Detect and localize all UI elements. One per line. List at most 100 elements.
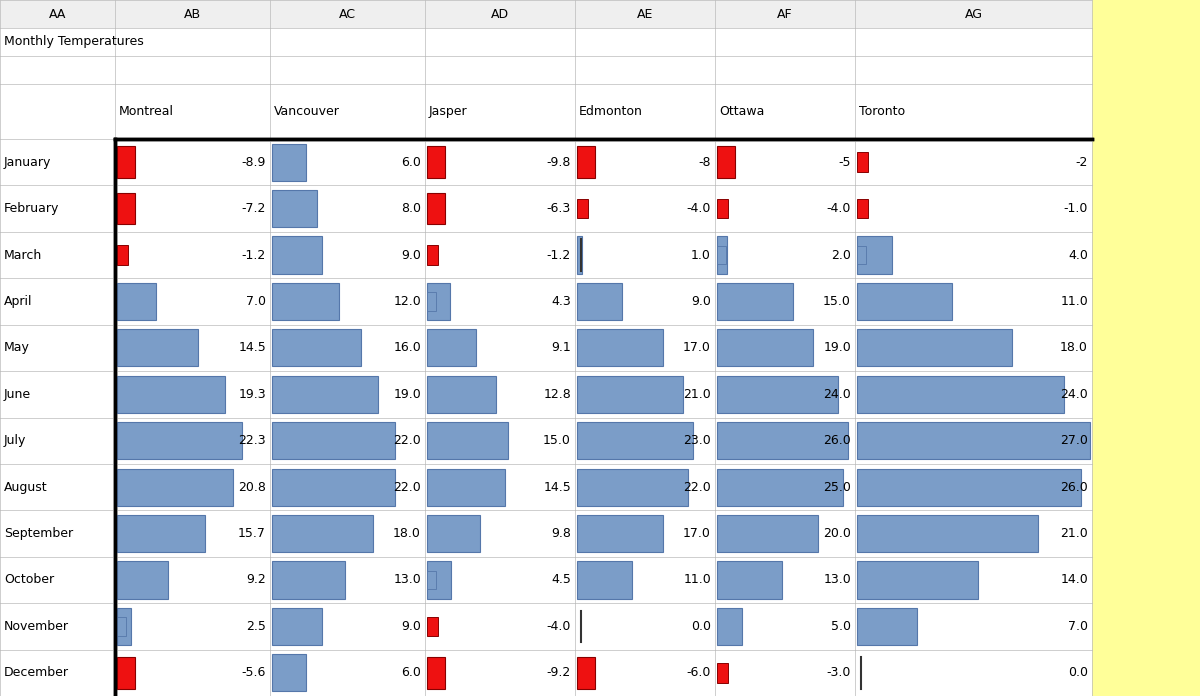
Text: 22.0: 22.0 bbox=[394, 434, 421, 448]
Bar bbox=[857, 515, 1038, 552]
Bar bbox=[0, 418, 115, 464]
Bar bbox=[854, 649, 1092, 696]
Text: Vancouver: Vancouver bbox=[274, 105, 340, 118]
Bar bbox=[115, 84, 270, 139]
Text: 27.0: 27.0 bbox=[1060, 434, 1088, 448]
Text: AC: AC bbox=[340, 8, 356, 20]
Bar bbox=[427, 422, 508, 459]
Bar bbox=[270, 56, 425, 84]
Bar bbox=[718, 199, 728, 219]
Text: 8.0: 8.0 bbox=[401, 202, 421, 215]
Text: 14.0: 14.0 bbox=[1061, 574, 1088, 587]
Bar bbox=[115, 185, 270, 232]
Bar bbox=[115, 510, 270, 557]
Text: 0.0: 0.0 bbox=[1068, 666, 1088, 679]
Bar bbox=[715, 278, 854, 324]
Bar bbox=[427, 657, 445, 688]
Bar bbox=[577, 329, 662, 366]
Text: 22.3: 22.3 bbox=[239, 434, 266, 448]
Bar bbox=[577, 468, 688, 506]
Text: 23.0: 23.0 bbox=[683, 434, 710, 448]
Bar bbox=[854, 0, 1092, 696]
Bar bbox=[715, 649, 854, 696]
Text: 26.0: 26.0 bbox=[823, 434, 851, 448]
Bar bbox=[270, 371, 425, 418]
Text: 20.8: 20.8 bbox=[238, 481, 266, 493]
Bar bbox=[425, 557, 575, 603]
Text: -6.0: -6.0 bbox=[686, 666, 710, 679]
Bar bbox=[718, 422, 848, 459]
Bar bbox=[118, 468, 233, 506]
Bar bbox=[118, 283, 156, 320]
Bar bbox=[715, 28, 854, 56]
Bar bbox=[427, 292, 437, 310]
Bar bbox=[272, 237, 323, 274]
Bar bbox=[425, 510, 575, 557]
Bar bbox=[0, 232, 115, 278]
Bar bbox=[0, 557, 115, 603]
Text: -9.8: -9.8 bbox=[547, 156, 571, 168]
Bar bbox=[115, 232, 270, 278]
Bar bbox=[718, 515, 817, 552]
Text: 2.0: 2.0 bbox=[832, 248, 851, 262]
Bar bbox=[427, 245, 438, 264]
Bar bbox=[270, 139, 425, 185]
Bar bbox=[0, 603, 115, 649]
Bar bbox=[575, 371, 715, 418]
Bar bbox=[575, 418, 715, 464]
Bar bbox=[270, 418, 425, 464]
Text: 12.8: 12.8 bbox=[544, 388, 571, 401]
Bar bbox=[854, 232, 1092, 278]
Text: 26.0: 26.0 bbox=[1061, 481, 1088, 493]
Bar bbox=[718, 237, 727, 274]
Text: 9.0: 9.0 bbox=[691, 295, 710, 308]
Text: 6.0: 6.0 bbox=[401, 156, 421, 168]
Bar bbox=[854, 510, 1092, 557]
Bar bbox=[857, 199, 868, 219]
Bar bbox=[718, 663, 728, 683]
Text: -2: -2 bbox=[1075, 156, 1088, 168]
Text: -8.9: -8.9 bbox=[241, 156, 266, 168]
Bar bbox=[427, 468, 505, 506]
Bar bbox=[0, 278, 115, 324]
Bar bbox=[270, 510, 425, 557]
Bar bbox=[115, 0, 270, 696]
Bar bbox=[118, 146, 134, 178]
Text: 14.5: 14.5 bbox=[239, 341, 266, 354]
Bar bbox=[425, 278, 575, 324]
Bar bbox=[115, 139, 270, 185]
Bar bbox=[715, 371, 854, 418]
Text: 15.0: 15.0 bbox=[544, 434, 571, 448]
Text: AE: AE bbox=[637, 8, 653, 20]
Text: Toronto: Toronto bbox=[859, 105, 905, 118]
Text: 9.0: 9.0 bbox=[401, 620, 421, 633]
Text: May: May bbox=[4, 341, 30, 354]
Bar bbox=[575, 649, 715, 696]
Bar bbox=[577, 237, 582, 274]
Bar bbox=[0, 649, 115, 696]
Bar bbox=[425, 0, 575, 28]
Bar bbox=[115, 28, 270, 56]
Text: 4.5: 4.5 bbox=[551, 574, 571, 587]
Bar bbox=[575, 0, 715, 28]
Bar bbox=[857, 152, 868, 172]
Bar bbox=[854, 0, 1092, 28]
Bar bbox=[854, 603, 1092, 649]
Bar bbox=[854, 464, 1092, 510]
Bar bbox=[715, 56, 854, 84]
Bar bbox=[425, 464, 575, 510]
Text: -4.0: -4.0 bbox=[827, 202, 851, 215]
Bar bbox=[272, 143, 306, 181]
Bar bbox=[115, 649, 270, 696]
Bar bbox=[715, 510, 854, 557]
Bar bbox=[715, 464, 854, 510]
Text: November: November bbox=[4, 620, 70, 633]
Bar bbox=[577, 422, 692, 459]
Text: 5.0: 5.0 bbox=[830, 620, 851, 633]
Text: 25.0: 25.0 bbox=[823, 481, 851, 493]
Bar bbox=[425, 371, 575, 418]
Text: October: October bbox=[4, 574, 54, 587]
Bar bbox=[715, 603, 854, 649]
Text: July: July bbox=[4, 434, 26, 448]
Bar bbox=[425, 28, 575, 56]
